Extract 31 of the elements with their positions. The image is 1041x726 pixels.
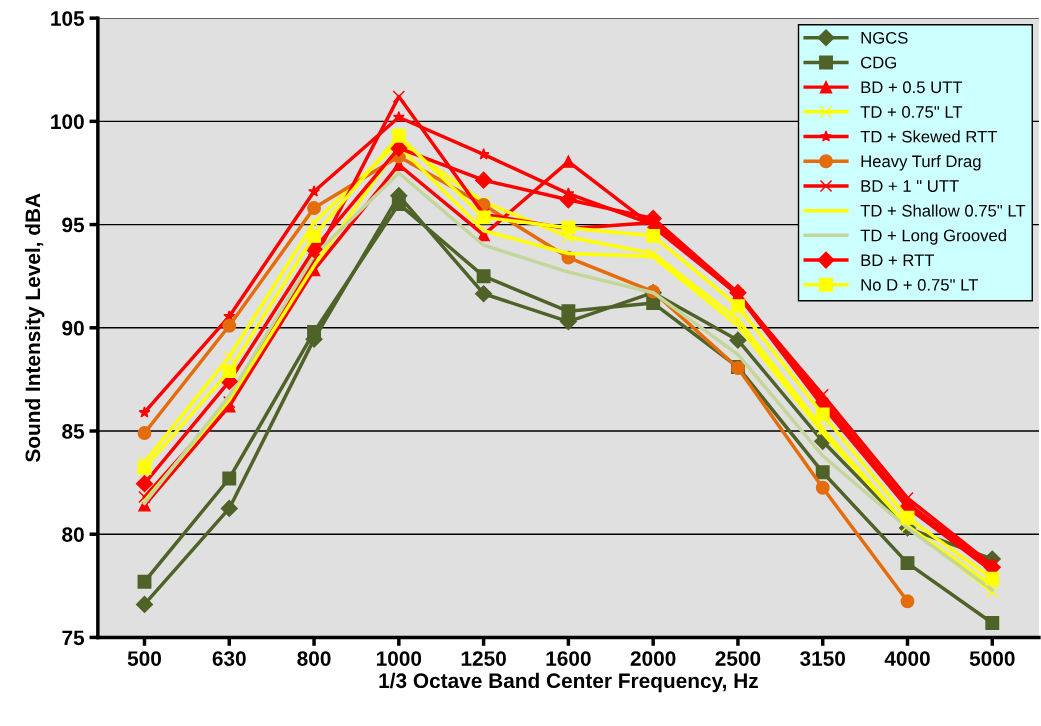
- x-tick-label: 3150: [800, 651, 846, 666]
- x-tick-label: 1250: [461, 651, 506, 666]
- x-tick-label: 4000: [884, 651, 930, 666]
- y-tick-label: 105: [51, 11, 85, 26]
- x-tick-label: 630: [212, 651, 246, 666]
- legend-label: No D + 0.75" LT: [861, 278, 978, 291]
- legend-label: Heavy Turf Drag: [861, 155, 981, 171]
- y-tick-label: 85: [62, 424, 85, 439]
- legend-label: BD + RTT: [861, 254, 935, 266]
- x-tick-label: 1000: [376, 651, 422, 666]
- y-tick-label: 80: [62, 527, 84, 542]
- legend-label: CDG: [861, 56, 896, 69]
- legend-label: TD + Shallow 0.75" LT: [860, 204, 1026, 217]
- legend-label: TD + Long Grooved: [860, 229, 1006, 245]
- x-axis-title: 1/3 Octave Band Center Frequency, Hz: [379, 672, 758, 693]
- x-tick-label: 500: [127, 651, 162, 666]
- x-tick-label: 1600: [546, 651, 591, 666]
- legend-label: BD + 1 " UTT: [861, 180, 959, 192]
- y-tick-label: 100: [51, 114, 84, 130]
- y-tick-label: 95: [62, 217, 85, 233]
- x-tick-label: 5000: [969, 651, 1015, 666]
- legend-label: NGCS: [861, 31, 908, 44]
- x-tick-label: 2500: [715, 651, 761, 666]
- x-tick-label: 2000: [630, 651, 676, 666]
- legend-label: BD + 0.5 UTT: [861, 81, 963, 94]
- x-tick-label: 800: [297, 651, 331, 666]
- legend-label: TD + 0.75" LT: [860, 106, 963, 118]
- y-tick-label: 75: [62, 630, 85, 646]
- y-axis-title: Sound Intensity Level, dBA: [24, 193, 45, 463]
- legend-label: TD + Skewed RTT: [860, 130, 998, 143]
- y-tick-label: 90: [62, 320, 84, 336]
